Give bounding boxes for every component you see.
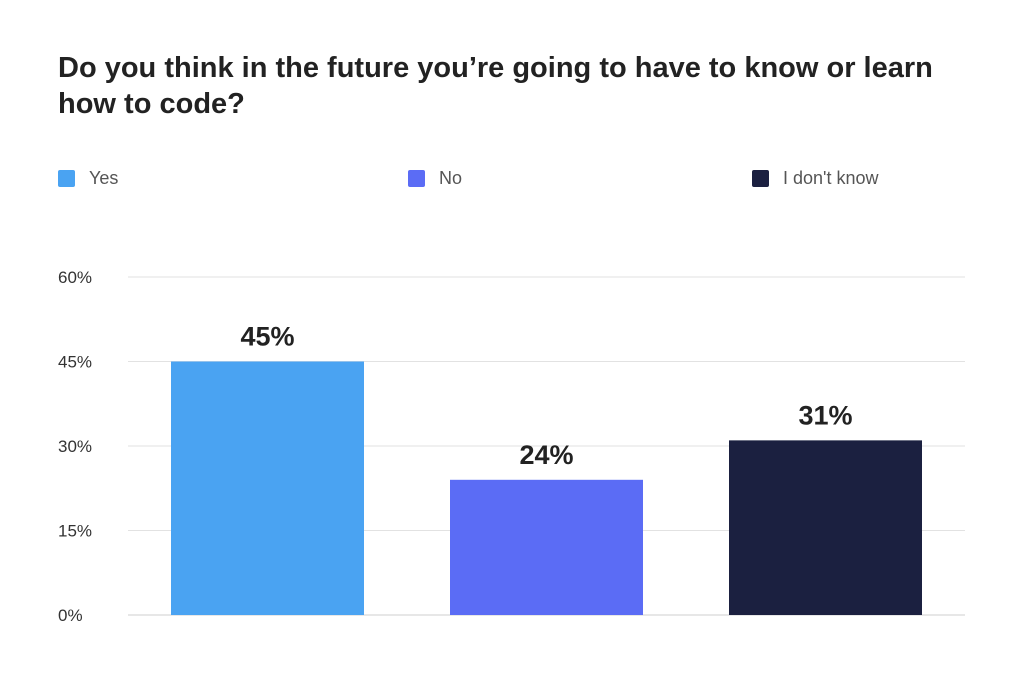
y-tick-label: 45% — [58, 353, 92, 372]
legend-label-no: No — [439, 168, 463, 188]
y-tick-label: 0% — [58, 606, 83, 625]
y-tick-label: 15% — [58, 522, 92, 541]
legend: Yes No I don't know — [0, 168, 1024, 192]
legend-swatch-dont-know — [752, 170, 769, 187]
data-label: 45% — [240, 322, 294, 352]
bar — [171, 361, 364, 615]
data-label: 24% — [519, 440, 573, 470]
chart-title: Do you think in the future you’re going … — [58, 52, 933, 120]
legend-item-dont-know: I don't know — [752, 168, 879, 189]
legend-label-yes: Yes — [89, 168, 119, 188]
legend-label-dont-know: I don't know — [783, 168, 879, 188]
bar — [450, 479, 643, 615]
y-tick-label: 60% — [58, 268, 92, 287]
y-tick-label: 30% — [58, 437, 92, 456]
legend-swatch-yes — [58, 170, 75, 187]
bar — [729, 440, 922, 615]
data-label: 31% — [798, 400, 852, 430]
legend-swatch-no — [408, 170, 425, 187]
legend-item-no: No — [408, 168, 462, 189]
legend-item-yes: Yes — [58, 168, 118, 189]
